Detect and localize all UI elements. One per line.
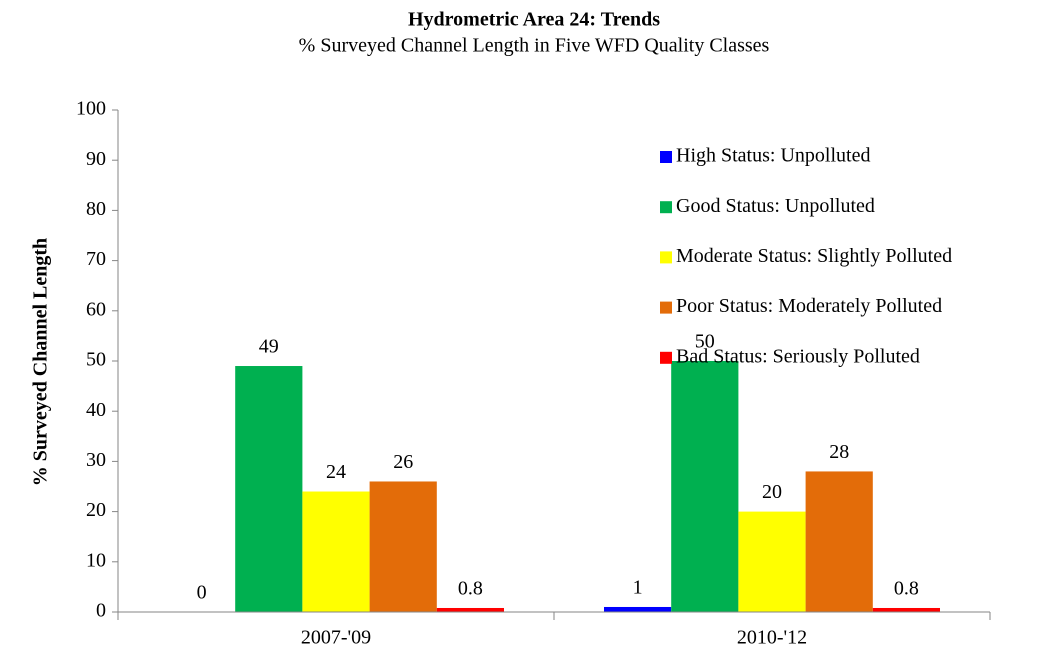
legend-label: Good Status: Unpolluted [676,195,875,217]
data-label: 49 [259,336,279,358]
data-label: 1 [633,577,643,599]
y-tick-label: 20 [86,499,106,521]
data-label: 0.8 [458,578,483,600]
legend-label: Bad Status: Seriously Polluted [676,345,920,367]
y-tick-label: 100 [76,98,106,120]
y-tick-label: 70 [86,248,106,270]
bar [436,607,504,612]
chart-title: Hydrometric Area 24: Trends [408,9,660,31]
data-label: 26 [393,451,413,473]
legend-swatch [660,351,672,364]
legend-label: High Status: Unpolluted [676,145,870,167]
data-label: 28 [829,441,849,463]
y-tick-label: 30 [86,449,106,471]
y-tick-label: 50 [86,349,106,371]
y-tick-label: 60 [86,298,106,320]
data-label: 24 [326,461,346,483]
bar [872,607,940,612]
legend-label: Moderate Status: Slightly Polluted [676,245,952,267]
x-tick-label: 2010-'12 [737,627,807,649]
y-tick-label: 90 [86,148,106,170]
bar [235,366,303,612]
chart-subtitle: % Surveyed Channel Length in Five WFD Qu… [299,35,770,57]
y-tick-label: 40 [86,399,106,421]
data-label: 20 [762,481,782,503]
legend-label: Poor Status: Moderately Polluted [676,295,942,317]
data-label: 0.8 [894,578,919,600]
data-label: 0 [197,582,207,604]
bar [805,471,873,612]
bar [302,491,370,612]
data-label: 50 [695,331,715,353]
legend-swatch [660,151,672,163]
legend-swatch [660,301,672,314]
y-axis-label: % Surveyed Channel Length [30,238,52,486]
y-tick-label: 0 [96,600,106,622]
bar [369,481,437,612]
bar [738,511,806,612]
y-tick-label: 10 [86,549,106,571]
legend-swatch [660,251,672,264]
x-tick-label: 2007-'09 [301,627,371,649]
legend-swatch [660,201,672,214]
y-tick-label: 80 [86,198,106,220]
bar [671,361,739,612]
bar [604,606,672,612]
